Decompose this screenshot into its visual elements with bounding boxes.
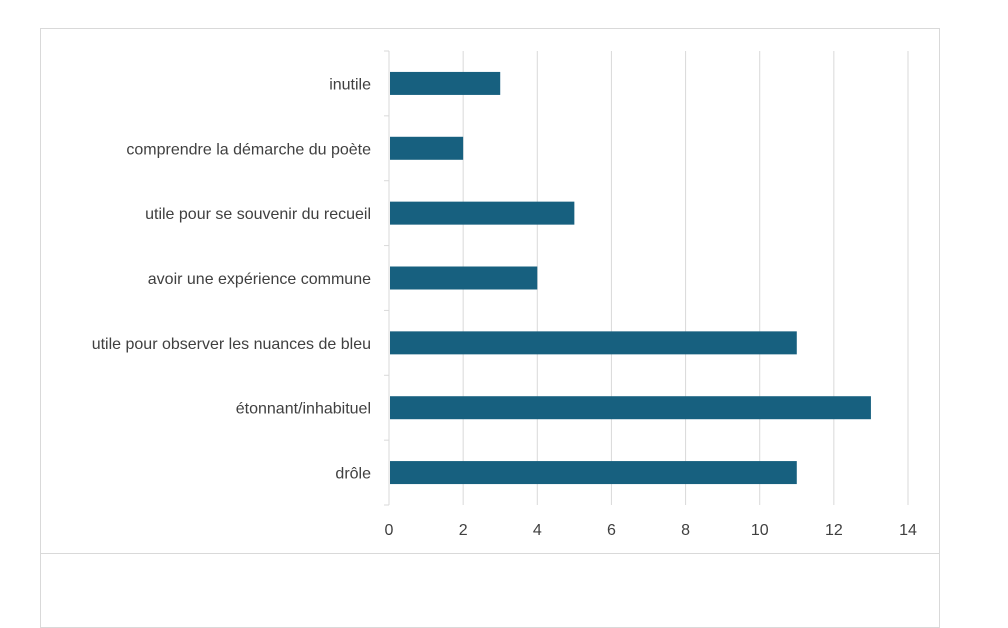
category-label-0: inutile — [329, 76, 371, 93]
category-label-5: étonnant/inhabituel — [236, 401, 371, 418]
x-tick-label-3: 6 — [607, 522, 616, 539]
x-tick-label-4: 8 — [681, 522, 690, 539]
bar-2 — [390, 201, 575, 225]
category-label-6: drôle — [335, 466, 371, 483]
bar-1 — [390, 136, 464, 160]
bar-4 — [390, 331, 797, 355]
x-tick-labels: 0 2 4 6 8 10 12 14 — [385, 522, 917, 539]
bar-0 — [390, 71, 501, 95]
x-tick-label-6: 12 — [825, 522, 843, 539]
bar-6 — [390, 461, 797, 485]
x-tick-label-1: 2 — [459, 522, 468, 539]
bars — [390, 71, 871, 485]
x-tick-label-0: 0 — [385, 522, 394, 539]
x-tick-label-7: 14 — [899, 522, 917, 539]
x-tick-label-5: 10 — [751, 522, 769, 539]
bar-5 — [390, 396, 871, 420]
category-label-4: utile pour observer les nuances de bleu — [92, 336, 371, 353]
y-axis — [384, 50, 390, 506]
bar-3 — [390, 266, 538, 290]
chart-frame — [40, 28, 940, 628]
category-labels: inutile comprendre la démarche du poète ut… — [92, 76, 371, 482]
category-label-3: avoir une expérience commune — [148, 271, 371, 288]
x-tick-label-2: 4 — [533, 522, 542, 539]
chart-divider — [40, 553, 940, 554]
category-label-1: comprendre la démarche du poète — [126, 141, 371, 158]
category-label-2: utile pour se souvenir du recueil — [145, 206, 371, 223]
bar-chart: inutile comprendre la démarche du poète ut… — [92, 50, 917, 539]
